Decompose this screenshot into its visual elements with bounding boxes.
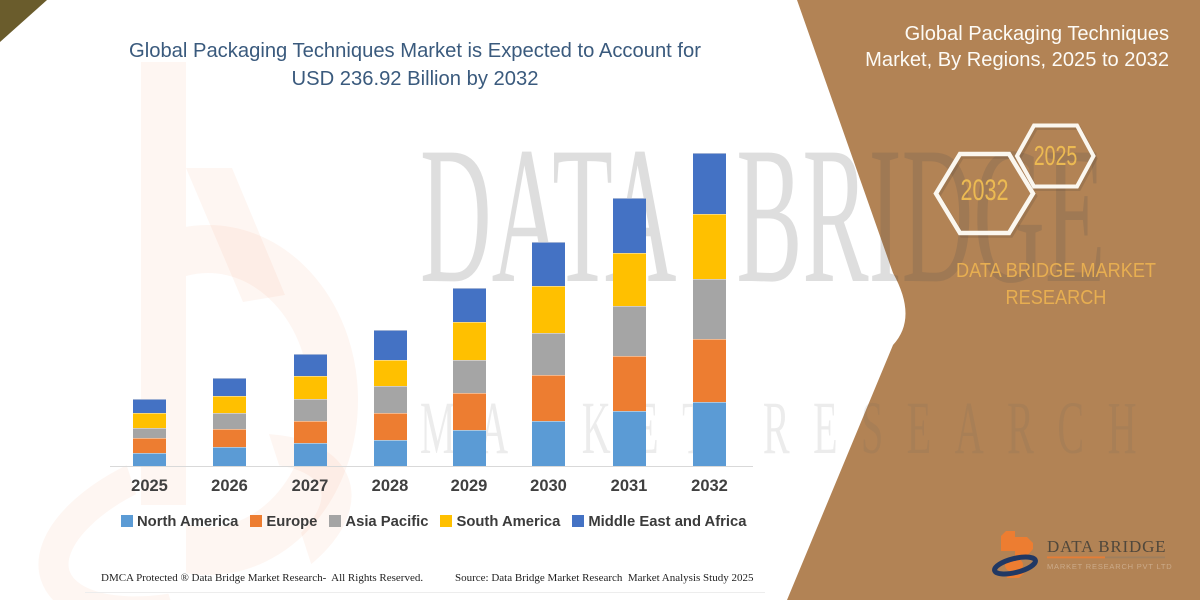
- svg-text:DATA BRIDGE: DATA BRIDGE: [1047, 537, 1166, 556]
- svg-text:MARKET RESEARCH PVT LTD: MARKET RESEARCH PVT LTD: [1047, 562, 1173, 571]
